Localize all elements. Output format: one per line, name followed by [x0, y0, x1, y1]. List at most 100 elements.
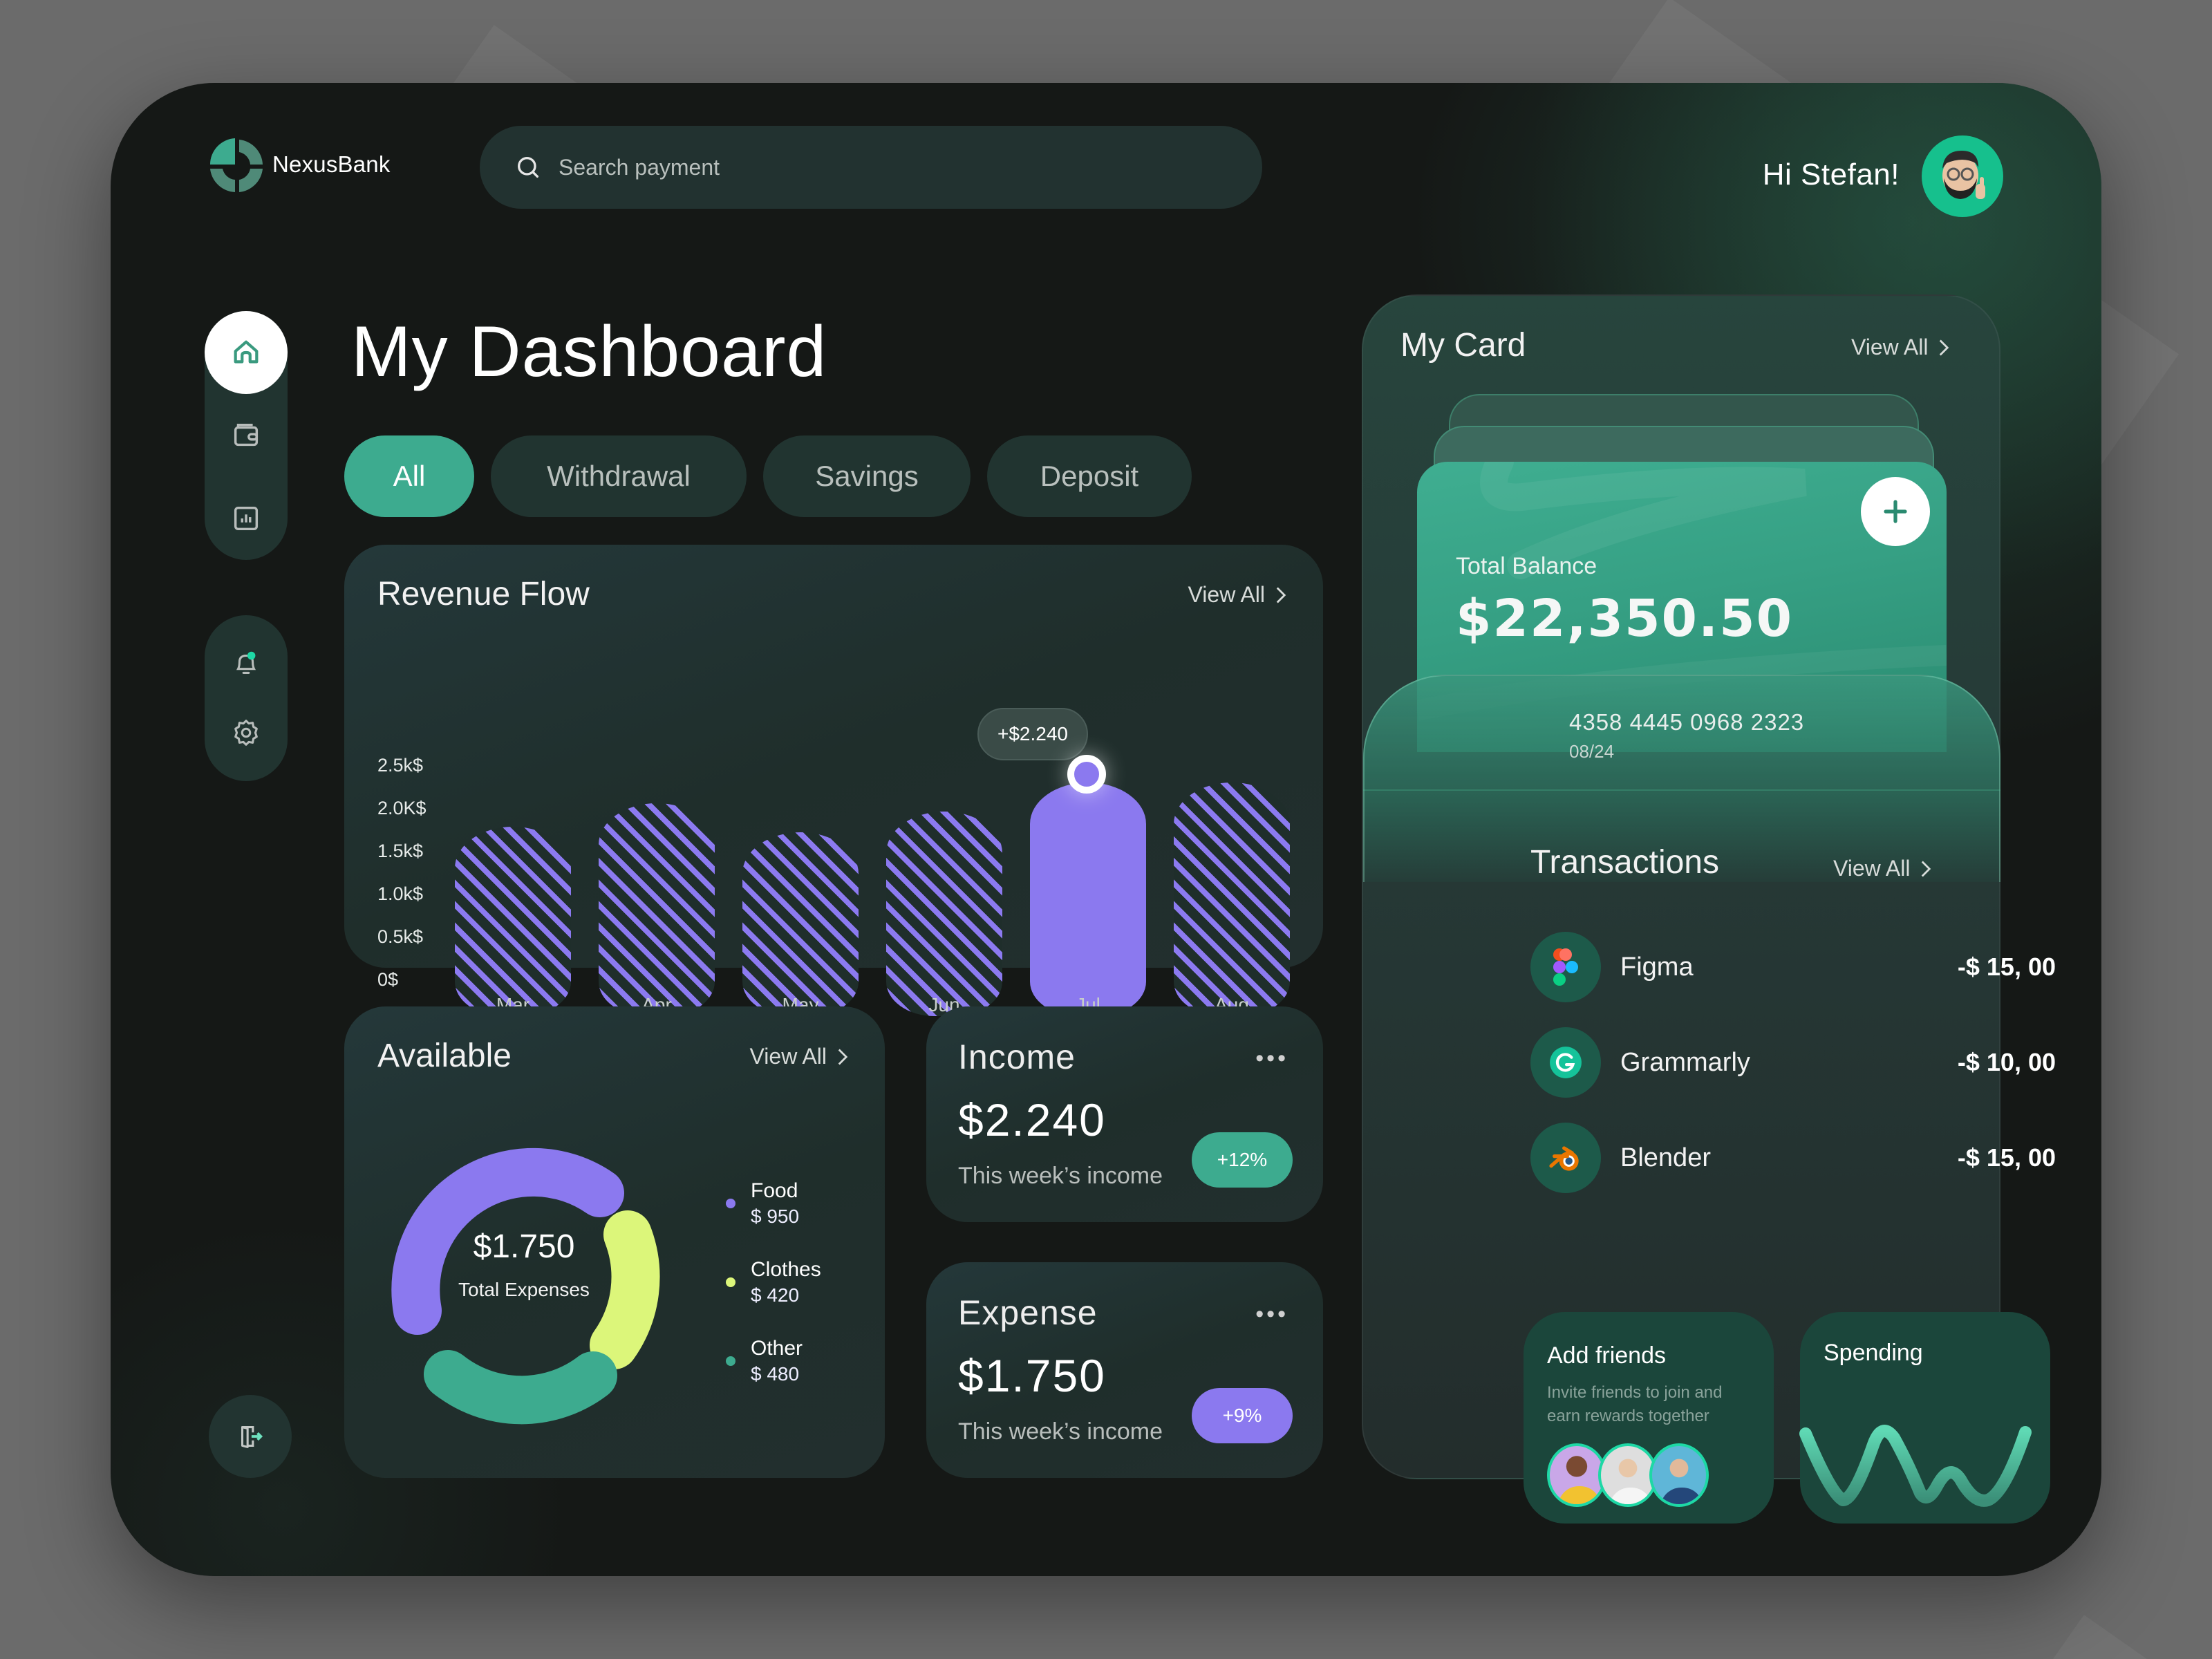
transaction-row[interactable]: Figma -$ 15, 00	[1530, 932, 2056, 1002]
revenue-view-all-link[interactable]: View All	[1188, 582, 1287, 608]
search-input[interactable]	[559, 154, 1181, 180]
income-amount: $2.240	[958, 1094, 1106, 1145]
available-card: Available View All $1.750 Total Expenses…	[344, 1006, 885, 1478]
transaction-name: Figma	[1620, 952, 1694, 982]
my-card-view-all-link[interactable]: View All	[1851, 335, 1950, 360]
user-avatar[interactable]	[1922, 135, 2003, 217]
y-axis-tick: 2.0K$	[377, 798, 427, 818]
income-card: Income ••• $2.240 This week’s income +12…	[926, 1006, 1323, 1222]
view-all-label: View All	[749, 1044, 827, 1069]
transaction-row[interactable]: Grammarly -$ 10, 00	[1530, 1027, 2056, 1098]
card-number: 4358 4445 0968 2323	[1569, 709, 1805, 735]
legend-dot	[726, 1277, 735, 1287]
bar-marker	[1067, 755, 1106, 794]
more-options-icon[interactable]: •••	[1255, 1301, 1288, 1327]
background-stripe	[2005, 1615, 2212, 1659]
balance-amount: $22,350.50	[1456, 589, 1794, 648]
card-title: Revenue Flow	[377, 576, 590, 612]
wallet-icon	[234, 423, 259, 447]
gear-icon	[234, 720, 258, 746]
income-change-badge: +12%	[1192, 1132, 1293, 1188]
more-options-icon[interactable]: •••	[1255, 1045, 1288, 1071]
y-axis-tick: 0$	[377, 969, 399, 990]
bar-jun[interactable]	[886, 812, 1002, 1016]
transaction-amount: -$ 10, 00	[1957, 1048, 2056, 1076]
sidebar-item-analytics[interactable]	[205, 477, 288, 560]
my-card-title: My Card	[1400, 327, 1526, 364]
transactions-view-all-link[interactable]: View All	[1833, 856, 1932, 881]
tab-savings[interactable]: Savings	[763, 435, 971, 517]
chevron-right-icon	[838, 1049, 848, 1065]
bar-may[interactable]	[742, 832, 859, 1016]
card-expiry: 08/24	[1569, 741, 1615, 762]
friend-avatar[interactable]	[1547, 1443, 1606, 1507]
description-line: earn rewards together	[1547, 1407, 1709, 1425]
tab-all[interactable]: All	[344, 435, 474, 517]
brand-logo[interactable]: NexusBank	[207, 135, 391, 194]
income-label: Income	[958, 1038, 1076, 1076]
grammarly-icon	[1530, 1027, 1601, 1098]
transaction-amount: -$ 15, 00	[1957, 1143, 2056, 1172]
tab-deposit[interactable]: Deposit	[987, 435, 1192, 517]
y-axis-tick: 0.5k$	[377, 926, 424, 947]
sidebar-item-home[interactable]	[205, 311, 288, 394]
friends-avatars	[1547, 1443, 1713, 1507]
sidebar-item-notifications[interactable]	[205, 622, 288, 705]
spending-card[interactable]: Spending	[1800, 1312, 2050, 1524]
sidebar-item-settings[interactable]	[205, 691, 288, 774]
legend-dot	[726, 1199, 735, 1208]
bar-tooltip: +$2.240	[977, 708, 1088, 760]
revenue-flow-card: Revenue Flow View All 2.5k$ 2.0K$ 1.5k$ …	[344, 545, 1323, 1016]
figma-icon	[1530, 932, 1601, 1002]
transaction-name: Grammarly	[1620, 1047, 1750, 1077]
page-title: My Dashboard	[351, 312, 827, 392]
y-axis-tick: 1.0k$	[377, 883, 424, 904]
card-details-panel	[1363, 675, 2000, 882]
legend-name: Other	[751, 1337, 803, 1360]
y-axis-tick: 1.5k$	[377, 841, 424, 861]
balance-label: Total Balance	[1456, 553, 1597, 579]
dashboard-window: NexusBank Hi Stefan!	[111, 83, 2101, 1576]
view-all-label: View All	[1833, 856, 1911, 881]
search-icon	[518, 157, 538, 178]
logout-icon	[241, 1426, 263, 1448]
legend-name: Food	[751, 1179, 798, 1202]
add-friends-card[interactable]: Add friends Invite friends to join and e…	[1524, 1312, 1774, 1524]
y-axis-tick: 2.5k$	[377, 755, 424, 776]
legend-item-other: Other $ 480	[726, 1335, 803, 1387]
memoji-avatar-icon	[1942, 151, 1985, 199]
tab-withdrawal[interactable]: Withdrawal	[491, 435, 747, 517]
legend-item-clothes: Clothes $ 420	[726, 1257, 821, 1308]
chevron-right-icon	[1922, 861, 1931, 877]
income-subtitle: This week’s income	[958, 1163, 1163, 1189]
search-bar[interactable]	[480, 126, 1262, 209]
filter-tabs: All Withdrawal Savings Deposit	[344, 435, 1192, 517]
available-view-all-link[interactable]: View All	[750, 1044, 849, 1069]
expense-subtitle: This week’s income	[958, 1418, 1163, 1445]
divider	[1363, 789, 2000, 791]
add-friends-title: Add friends	[1547, 1342, 1666, 1369]
spending-title: Spending	[1824, 1340, 1923, 1366]
expenses-donut-chart[interactable]	[372, 1124, 676, 1428]
nexusbank-logo-icon	[209, 138, 263, 192]
add-friends-description: Invite friends to join and earn rewards …	[1547, 1381, 1723, 1428]
bell-icon	[236, 651, 256, 674]
user-greeting: Hi Stefan!	[1762, 158, 1900, 191]
donut-total-label: Total Expenses	[458, 1279, 590, 1300]
transactions-title: Transactions	[1530, 844, 1719, 881]
chart-icon	[234, 506, 259, 531]
logout-button[interactable]	[209, 1395, 292, 1478]
add-card-button[interactable]	[1861, 477, 1930, 546]
bar-jul[interactable]	[1030, 782, 1146, 1016]
description-line: Invite friends to join and	[1547, 1383, 1723, 1402]
sidebar-item-wallet[interactable]	[205, 394, 288, 477]
brand-name: NexusBank	[272, 151, 391, 177]
bar-aug[interactable]	[1174, 782, 1290, 1016]
legend-value: $ 420	[751, 1284, 800, 1306]
home-icon	[234, 340, 259, 364]
bar-apr[interactable]	[599, 803, 715, 1016]
friend-avatar[interactable]	[1649, 1443, 1709, 1507]
expense-change-badge: +9%	[1192, 1388, 1293, 1443]
transaction-row[interactable]: Blender -$ 15, 00	[1530, 1123, 2056, 1193]
bar-mar[interactable]	[455, 827, 571, 1016]
